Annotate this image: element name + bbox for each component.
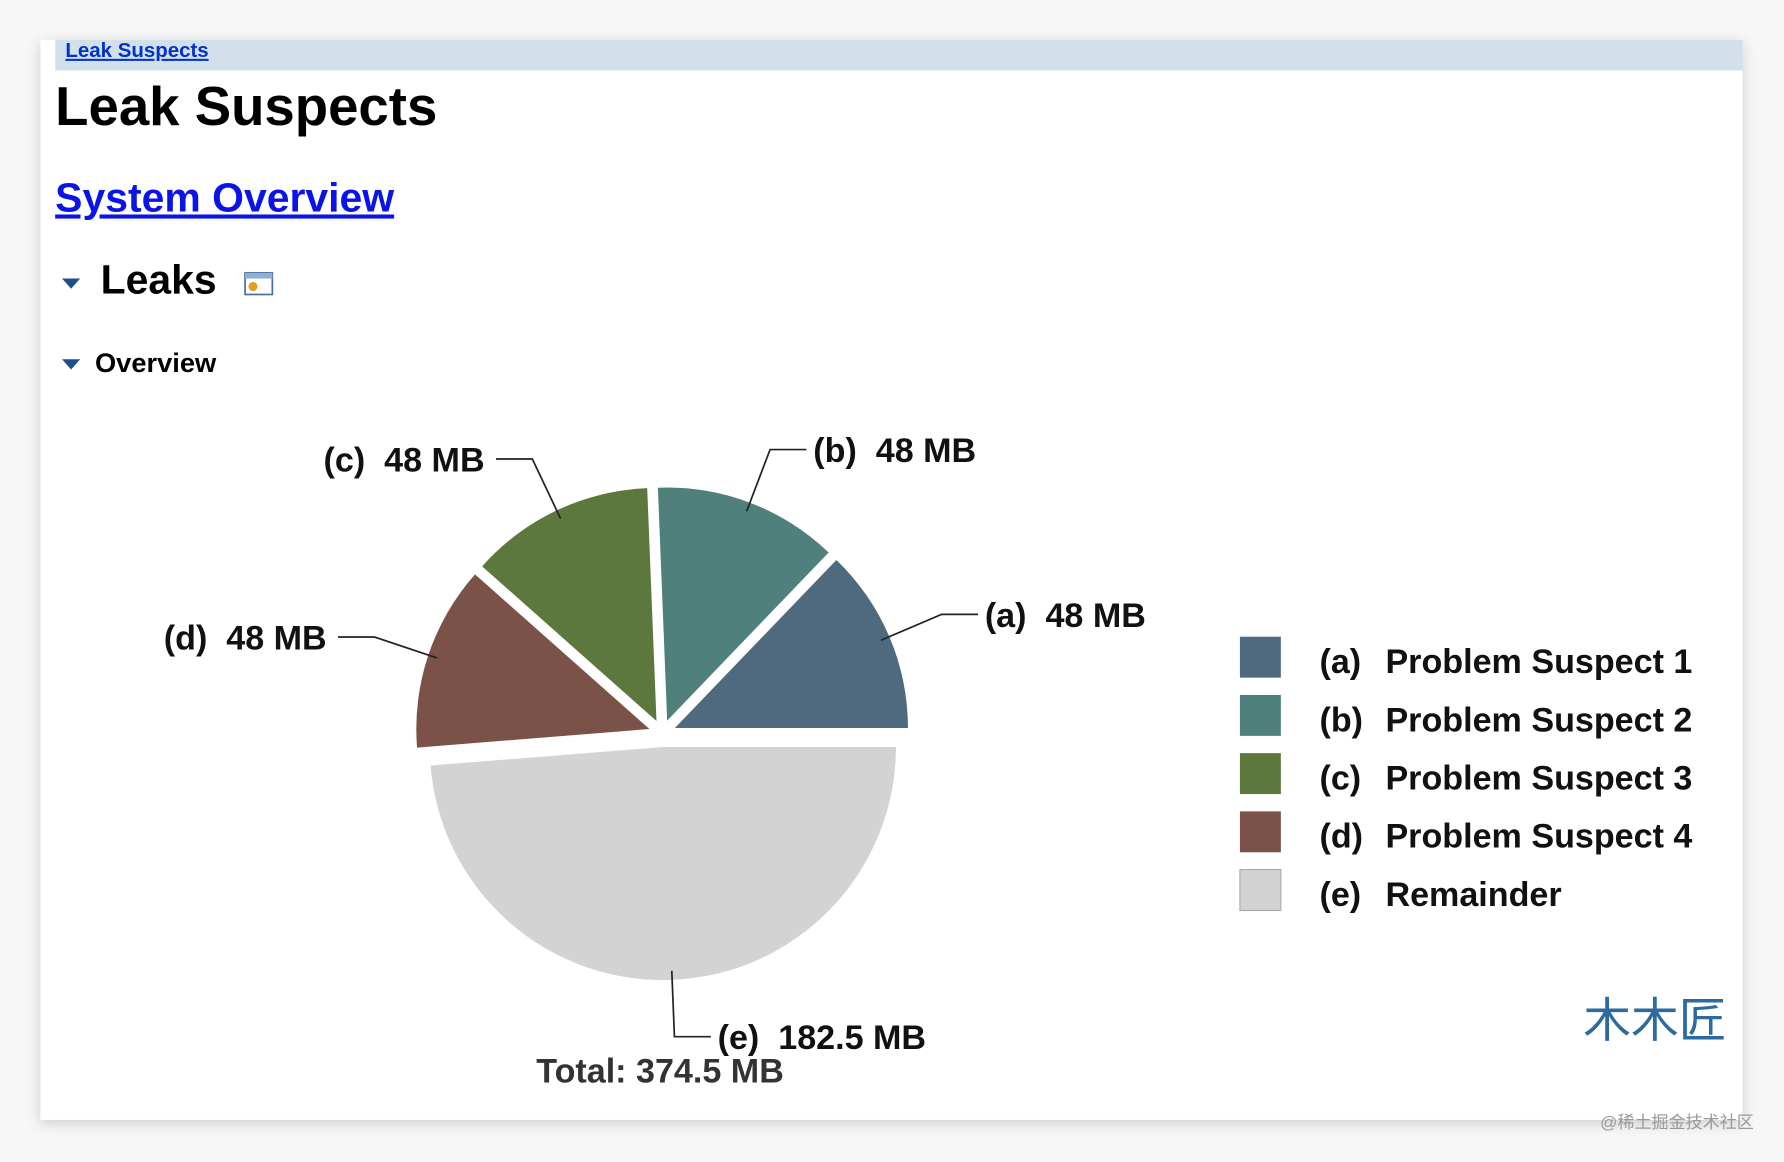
legend-category: (c)	[1320, 760, 1362, 798]
total-label: Total: 374.5 MB	[536, 1052, 784, 1090]
slice-label: (c) 48 MB	[324, 442, 485, 480]
slice-label-category: (d)	[164, 620, 226, 658]
section-heading: Leaks	[101, 256, 217, 302]
card	[40, 39, 1743, 1120]
collapse-toggle[interactable]	[62, 278, 81, 289]
slice-label-category: (b)	[813, 432, 875, 470]
legend-label: Problem Suspect 1	[1385, 643, 1692, 681]
pie-slice	[416, 574, 650, 748]
slice-label-value: 48 MB	[876, 432, 976, 470]
legend-category: (e)	[1320, 876, 1362, 914]
system-overview-link[interactable]: System Overview	[55, 174, 394, 220]
slice-label: (d) 48 MB	[164, 620, 327, 658]
legend-category: (a)	[1320, 643, 1362, 681]
legend-label: Problem Suspect 4	[1385, 818, 1692, 856]
slice-label: (e) 182.5 MB	[718, 1019, 926, 1057]
legend-swatch	[1239, 753, 1281, 795]
pie-slice	[674, 559, 908, 729]
credit: @稀土掘金技术社区	[1600, 1113, 1754, 1132]
slice-label: (a) 48 MB	[985, 597, 1146, 635]
page-title: Leak Suspects	[55, 76, 437, 137]
collapse-toggle[interactable]	[62, 359, 81, 370]
pie-chart: (a) 48 MB(a) Problem Suspect 1(b) 48 MB(b…	[164, 432, 1693, 1057]
slice-label-value: 182.5 MB	[778, 1019, 926, 1057]
breadcrumb-bar	[55, 39, 1743, 71]
breadcrumb-link[interactable]: Leak Suspects	[65, 39, 208, 62]
watermark: 木木匠	[1583, 995, 1726, 1048]
slice-label-category: (a)	[985, 597, 1046, 635]
pie-slice	[430, 746, 896, 981]
leader-line	[670, 970, 711, 1038]
slice-label-value: 48 MB	[384, 442, 484, 480]
legend-category: (b)	[1320, 701, 1364, 739]
legend-swatch	[1239, 811, 1281, 853]
slice-label: (b) 48 MB	[813, 432, 976, 470]
leader-line	[880, 613, 979, 642]
legend-label: Problem Suspect 3	[1385, 760, 1692, 798]
legend-swatch	[1239, 868, 1282, 912]
slice-label-value: 48 MB	[226, 620, 326, 658]
slice-label-category: (e)	[718, 1019, 779, 1057]
legend-label: Problem Suspect 2	[1385, 701, 1692, 739]
pie-slice	[657, 487, 829, 721]
leader-line	[745, 448, 807, 512]
section-icon[interactable]	[244, 272, 274, 296]
subsection-heading: Overview	[95, 347, 217, 378]
legend-swatch	[1239, 636, 1281, 678]
legend-swatch	[1239, 694, 1281, 736]
slice-label-value: 48 MB	[1045, 597, 1145, 635]
slice-label-category: (c)	[324, 442, 385, 480]
pie-slice	[482, 488, 657, 722]
legend-category: (d)	[1320, 818, 1364, 856]
legend-label: Remainder	[1385, 876, 1561, 914]
leader-line	[338, 636, 438, 659]
leader-line	[495, 458, 562, 519]
